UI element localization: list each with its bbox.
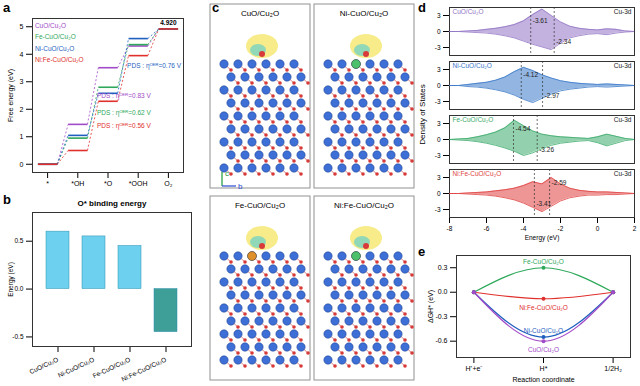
- svg-text:Ni:Fe-CuO/Cu₂O: Ni:Fe-CuO/Cu₂O: [519, 304, 568, 311]
- svg-text:Energy (eV): Energy (eV): [525, 234, 560, 242]
- svg-text:0: 0: [20, 160, 24, 167]
- svg-text:Cu-3d: Cu-3d: [614, 8, 632, 15]
- svg-text:Free energy (eV): Free energy (eV): [7, 69, 15, 122]
- svg-text:CuO/Cu₂O: CuO/Cu₂O: [35, 22, 66, 29]
- svg-text:-0.3: -0.3: [435, 313, 447, 320]
- svg-text:H⁺+e⁻: H⁺+e⁻: [465, 365, 483, 372]
- svg-text:-6: -6: [484, 225, 490, 232]
- svg-text:-4.12: -4.12: [523, 71, 538, 78]
- svg-text:CuO/Cu₂O: CuO/Cu₂O: [241, 9, 279, 18]
- svg-text:PDS : ηᴼᴱᴿ=0.56 V: PDS : ηᴼᴱᴿ=0.56 V: [97, 122, 152, 130]
- svg-text:Fe-CuO/Cu₂O: Fe-CuO/Cu₂O: [235, 201, 285, 210]
- svg-text:Ni-CuO/Cu₂O: Ni-CuO/Cu₂O: [340, 9, 388, 18]
- svg-text:Ni:Fe-CuO/Cu₂O: Ni:Fe-CuO/Cu₂O: [120, 356, 167, 383]
- svg-text:3: 3: [437, 66, 441, 73]
- svg-text:2: 2: [20, 105, 24, 112]
- svg-text:*OOH: *OOH: [129, 180, 148, 187]
- svg-text:-0.6: -0.6: [435, 337, 447, 344]
- svg-text:b: b: [238, 182, 243, 191]
- svg-text:*: *: [46, 180, 49, 187]
- svg-text:0: 0: [437, 82, 441, 89]
- svg-text:Ni:Fe-CuO/Cu₂O: Ni:Fe-CuO/Cu₂O: [334, 201, 394, 210]
- svg-text:-2.34: -2.34: [556, 38, 571, 45]
- svg-text:0.0: 0.0: [438, 288, 448, 295]
- svg-text:ΔGH* (eV): ΔGH* (eV): [427, 290, 435, 323]
- svg-text:*O: *O: [104, 180, 113, 187]
- svg-text:PDS : ηᴼᴱᴿ=0.76 V: PDS : ηᴼᴱᴿ=0.76 V: [127, 62, 182, 70]
- svg-text:Ni-CuO/Cu₂O: Ni-CuO/Cu₂O: [524, 327, 563, 334]
- html-text:d: d: [418, 0, 426, 15]
- svg-text:-3: -3: [435, 206, 441, 213]
- svg-text:Reaction coordinate: Reaction coordinate: [512, 376, 574, 383]
- svg-text:Cu-3d: Cu-3d: [614, 170, 632, 177]
- html-text:e: e: [418, 244, 426, 259]
- svg-text:3: 3: [437, 120, 441, 127]
- svg-text:CuO/Cu₂O: CuO/Cu₂O: [28, 356, 59, 375]
- svg-text:PDS : ηᴼᴱᴿ=0.62 V: PDS : ηᴼᴱᴿ=0.62 V: [97, 109, 152, 117]
- svg-text:Ni-CuO/Cu₂O: Ni-CuO/Cu₂O: [57, 356, 96, 379]
- svg-text:0.3: 0.3: [438, 264, 448, 271]
- html-text:a: a: [3, 0, 11, 15]
- svg-text:0.0: 0.0: [14, 285, 23, 292]
- html-text:c: c: [212, 0, 220, 15]
- svg-text:-3: -3: [435, 98, 441, 105]
- svg-text:-3.41: -3.41: [536, 200, 551, 207]
- svg-text:Fe-CuO/Cu₂O: Fe-CuO/Cu₂O: [523, 258, 564, 265]
- svg-text:3: 3: [437, 12, 441, 19]
- svg-text:0: 0: [596, 225, 600, 232]
- svg-text:Energy (eV): Energy (eV): [7, 262, 15, 297]
- svg-text:-3: -3: [435, 152, 441, 159]
- svg-text:-2: -2: [558, 225, 564, 232]
- svg-text:Ni-CuO/Cu₂O: Ni-CuO/Cu₂O: [35, 45, 74, 52]
- svg-text:c: c: [225, 169, 229, 178]
- svg-text:0: 0: [437, 28, 441, 35]
- svg-text:0.5: 0.5: [14, 237, 23, 244]
- svg-text:1/2H₂: 1/2H₂: [604, 365, 622, 372]
- svg-text:Cu-3d: Cu-3d: [614, 62, 632, 69]
- svg-text:-2.59: -2.59: [552, 179, 567, 186]
- svg-text:-4.54: -4.54: [516, 125, 531, 132]
- svg-text:0: 0: [437, 190, 441, 197]
- svg-text:Fe-CuO/Cu₂O: Fe-CuO/Cu₂O: [35, 33, 76, 40]
- svg-text:O* binding energy: O* binding energy: [78, 199, 147, 208]
- svg-text:O₂: O₂: [164, 180, 172, 187]
- svg-text:CuO/Cu₂O: CuO/Cu₂O: [453, 8, 484, 15]
- svg-text:4: 4: [20, 50, 24, 57]
- svg-text:Ni:Fe-CuO/Cu₂O: Ni:Fe-CuO/Cu₂O: [35, 56, 84, 63]
- svg-text:4.920: 4.920: [160, 19, 177, 26]
- svg-text:3: 3: [437, 174, 441, 181]
- svg-text:H*: H*: [540, 365, 548, 372]
- svg-text:-3: -3: [435, 44, 441, 51]
- svg-text:-0.5: -0.5: [12, 333, 24, 340]
- html-text:b: b: [3, 192, 11, 207]
- svg-text:Cu-3d: Cu-3d: [614, 116, 632, 123]
- svg-text:CuO/Cu₂O: CuO/Cu₂O: [528, 346, 559, 353]
- svg-text:0: 0: [437, 136, 441, 143]
- svg-text:*OH: *OH: [71, 180, 84, 187]
- svg-text:-4: -4: [521, 225, 527, 232]
- svg-text:Fe-CuO/Cu₂O: Fe-CuO/Cu₂O: [91, 355, 132, 380]
- svg-text:3: 3: [20, 78, 24, 85]
- svg-text:-2.97: -2.97: [545, 92, 560, 99]
- svg-text:Ni:Fe-CuO/Cu₂O: Ni:Fe-CuO/Cu₂O: [453, 170, 502, 177]
- svg-text:PDS : ηᴼᴱᴿ=0.83 V: PDS : ηᴼᴱᴿ=0.83 V: [97, 92, 152, 100]
- svg-text:-3.61: -3.61: [533, 17, 548, 24]
- svg-text:-8: -8: [447, 225, 453, 232]
- svg-text:5: 5: [20, 23, 24, 30]
- svg-text:1: 1: [20, 133, 24, 140]
- html-text:Density of States: Density of States: [417, 84, 427, 145]
- svg-text:-3.26: -3.26: [539, 146, 554, 153]
- svg-text:Fe-CuO/Cu₂O: Fe-CuO/Cu₂O: [453, 116, 494, 123]
- svg-text:2: 2: [633, 225, 637, 232]
- svg-text:Ni-CuO/Cu₂O: Ni-CuO/Cu₂O: [453, 62, 492, 69]
